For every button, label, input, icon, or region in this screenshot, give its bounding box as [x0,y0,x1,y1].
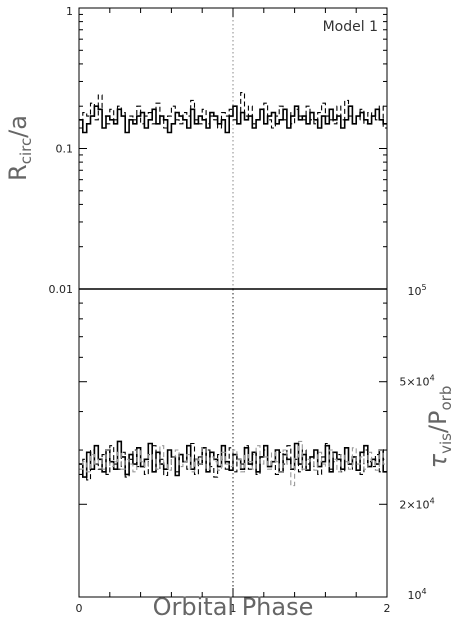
top-series-dashed-1 [79,92,387,129]
top-panel [79,8,387,289]
bottom-right-tick-label: 105 [407,283,426,298]
x-axis-title: Orbital Phase [153,593,314,619]
bottom-panel [79,289,387,597]
bottom-series-dashed-2 [79,440,387,487]
bottom-series-solid-0 [79,440,387,478]
frame-layer: 1 0.1 0.01 105 5×104 2×104 104 0 1 2 [49,5,435,615]
top-y-tick-label: 1 [66,5,73,18]
top-y-tick-label: 0.1 [56,143,74,156]
top-series-solid-0 [79,105,387,134]
model-annotation: Model 1 [323,19,378,35]
x-tick-label: 2 [384,602,391,615]
label-layer: Model 1 Rcirc/a τvis/Porb Orbital Phase [4,19,455,621]
top-y-axis-title: Rcirc/a [4,115,35,181]
top-y-tick-label: 0.01 [49,283,74,296]
bottom-y-axis-title: τvis/Porb [424,386,455,469]
bottom-right-tick-label: 5×104 [399,374,434,389]
bottom-right-tick-label: 2×104 [399,496,434,511]
bottom-right-tick-label: 104 [407,587,426,602]
x-tick-label: 0 [76,602,83,615]
bottom-panel-frame [78,288,388,598]
x-tick-label: 1 [230,602,237,615]
